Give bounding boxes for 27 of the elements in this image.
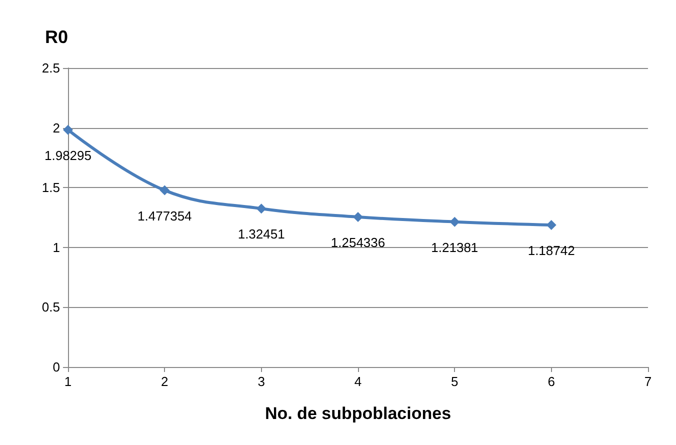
x-tick-label: 7 [644, 374, 652, 389]
data-label: 1.18742 [528, 242, 575, 258]
data-label: 1.254336 [330, 234, 386, 250]
x-tick-label: 4 [354, 374, 362, 389]
data-label: 1.98295 [44, 148, 92, 163]
x-tick-label: 5 [451, 374, 458, 389]
point [256, 204, 266, 214]
data-label: 1.32451 [238, 226, 285, 242]
y-tick-label: 1 [52, 240, 60, 255]
point [63, 124, 73, 135]
y-tick-label: 2.5 [42, 60, 60, 76]
y-tick-label: 1.5 [42, 180, 60, 196]
data-label: 1.21381 [431, 240, 478, 255]
y-axis-title: R0 [44, 27, 68, 47]
x-axis-title: No. de subpoblaciones [264, 404, 452, 423]
x-tick-label: 1 [64, 374, 72, 389]
y-tick-label: 0 [52, 360, 60, 374]
data-label: 1.477354 [138, 208, 192, 224]
y-tick-label: 2 [52, 120, 60, 136]
x-tick-label: 3 [258, 374, 265, 389]
point [353, 212, 363, 222]
point [160, 185, 170, 196]
x-tick-label: 2 [161, 374, 168, 389]
x-tick-label: 6 [548, 374, 555, 389]
point [546, 220, 556, 230]
y-tick-label: 0.5 [42, 300, 60, 315]
point [450, 216, 460, 227]
